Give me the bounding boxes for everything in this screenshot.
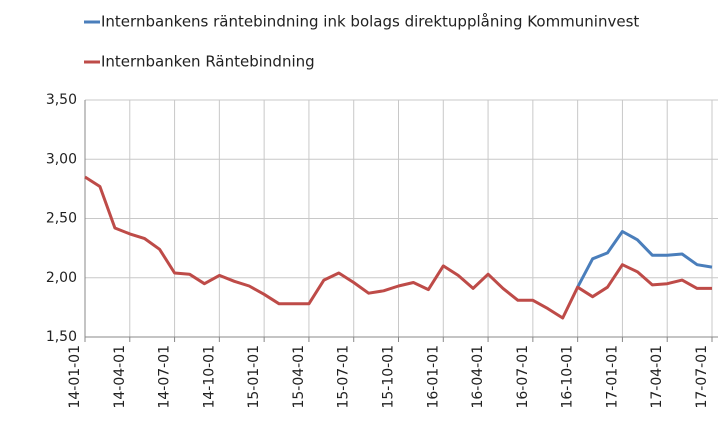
y-tick-label: 1,50 [46, 329, 77, 345]
x-tick-label: 15-01-01 [246, 345, 262, 409]
x-tick-label: 17-07-01 [694, 345, 710, 409]
x-tick-label: 15-07-01 [336, 345, 352, 409]
x-tick-label: 17-04-01 [649, 345, 665, 409]
y-tick-label: 3,50 [46, 92, 77, 108]
x-tick-label: 15-04-01 [291, 345, 307, 409]
legend-label: Internbankens räntebindning ink bolags d… [101, 13, 639, 31]
x-tick-label: 14-07-01 [157, 345, 173, 409]
x-tick-label: 16-01-01 [425, 345, 441, 409]
x-tick-label: 16-07-01 [515, 345, 531, 409]
y-tick-label: 2,00 [46, 270, 77, 286]
series-line [84, 175, 712, 320]
legend: Internbankens räntebindning ink bolags d… [84, 13, 639, 71]
x-tick-label: 16-04-01 [470, 345, 486, 409]
legend-label: Internbanken Räntebindning [101, 53, 315, 71]
x-tick-label: 17-01-01 [604, 345, 620, 409]
series-line [576, 230, 713, 288]
x-tick-label: 15-10-01 [381, 345, 397, 409]
x-tick-label: 14-04-01 [112, 345, 128, 409]
x-tick-label: 14-01-01 [67, 345, 83, 409]
y-tick-label: 3,00 [46, 151, 77, 167]
x-tick-label: 14-10-01 [201, 345, 217, 409]
y-tick-label: 2,50 [46, 211, 77, 227]
x-tick-label: 16-10-01 [560, 345, 576, 409]
